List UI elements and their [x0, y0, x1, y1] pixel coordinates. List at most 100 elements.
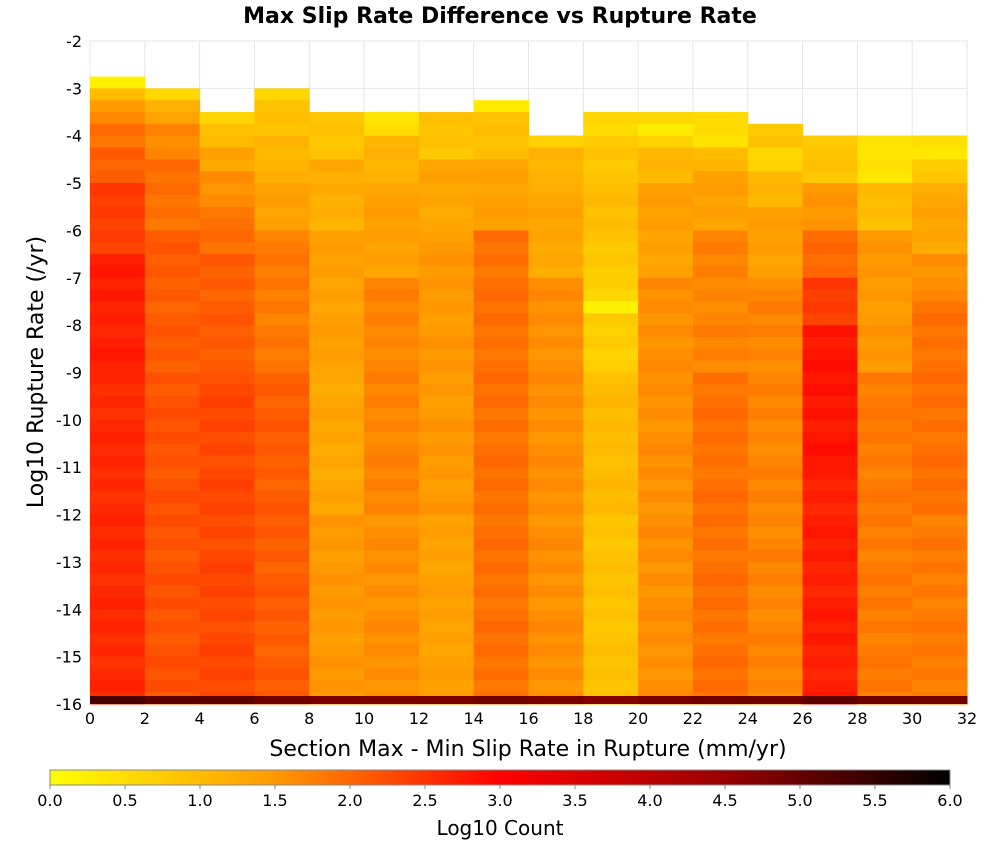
heatmap-cell — [692, 656, 749, 669]
heatmap-cell — [692, 112, 749, 125]
heatmap-cell — [802, 644, 858, 658]
heatmap-cell — [912, 467, 968, 480]
heatmap-cell — [309, 194, 365, 208]
heatmap-cell — [912, 455, 968, 468]
heatmap-cell — [638, 431, 694, 445]
heatmap-cell — [857, 455, 913, 468]
heatmap-cell — [309, 348, 365, 362]
heatmap-cell — [418, 218, 475, 231]
heatmap-cell — [747, 561, 804, 575]
heatmap-cell — [747, 159, 804, 172]
heatmap-cell — [912, 443, 968, 456]
heatmap-cell — [528, 419, 584, 433]
heatmap-cell — [912, 218, 968, 231]
heatmap-cell — [692, 194, 749, 208]
heatmap-cell — [473, 561, 529, 575]
heatmap-cell — [364, 668, 420, 681]
heatmap-cell — [912, 289, 968, 302]
heatmap-cell — [90, 183, 146, 196]
heatmap-cell — [747, 668, 804, 681]
heatmap-cell — [857, 443, 913, 456]
heatmap-cell — [583, 621, 639, 634]
heatmap-cell — [912, 384, 968, 397]
heatmap-cell — [802, 431, 858, 445]
heatmap-cell — [309, 336, 365, 350]
heatmap-cell — [638, 147, 694, 160]
heatmap-cell — [912, 431, 968, 445]
heatmap-cell — [418, 230, 475, 243]
heatmap-cell — [638, 384, 694, 397]
heatmap-cell — [144, 490, 201, 504]
heatmap-cell — [254, 242, 310, 255]
heatmap-cell — [90, 289, 146, 302]
heatmap-cell — [802, 135, 858, 149]
heatmap-cell — [309, 585, 365, 598]
heatmap-cell — [692, 265, 749, 279]
heatmap-cell — [528, 632, 584, 646]
heatmap-cell — [802, 550, 858, 563]
heatmap-cell — [747, 479, 804, 492]
heatmap-cell — [692, 183, 749, 196]
heatmap-cell — [364, 206, 420, 220]
heatmap-cell — [802, 313, 858, 326]
heatmap-cell — [802, 183, 858, 196]
heatmap-cell — [199, 561, 255, 575]
heatmap-cell — [857, 538, 913, 551]
heatmap-cell — [144, 289, 201, 302]
heatmap-cell — [747, 265, 804, 279]
heatmap-cell — [418, 123, 475, 137]
heatmap-cell — [254, 467, 310, 480]
heatmap-cell — [144, 336, 201, 350]
heatmap-cell — [857, 632, 913, 646]
heatmap-cell — [473, 112, 529, 125]
heatmap-cell — [473, 479, 529, 492]
heatmap-cell — [199, 218, 255, 231]
heatmap-cell — [857, 467, 913, 480]
y-tick-label: -13 — [56, 553, 82, 572]
heatmap-cell — [638, 313, 694, 326]
heatmap-cell — [473, 147, 529, 160]
heatmap-cell — [638, 621, 694, 634]
heatmap-cell — [912, 550, 968, 563]
heatmap-cell — [473, 171, 529, 184]
heatmap-cell — [144, 467, 201, 480]
heatmap-cell — [802, 479, 858, 492]
heatmap-cell — [692, 218, 749, 231]
heatmap-cell — [747, 242, 804, 255]
heatmap-cell — [364, 265, 420, 279]
heatmap-cell — [857, 289, 913, 302]
heatmap-cell — [912, 396, 968, 409]
heatmap-cell — [144, 313, 201, 326]
heatmap-cell — [418, 336, 475, 350]
x-tick-label: 24 — [738, 709, 758, 728]
heatmap-cell-bottom — [857, 696, 913, 704]
heatmap-cell — [90, 230, 146, 243]
heatmap-cell — [364, 112, 420, 125]
heatmap-cell — [583, 585, 639, 598]
heatmap-cell — [90, 573, 146, 587]
heatmap-cell — [144, 372, 201, 385]
heatmap-cell — [473, 100, 529, 113]
heatmap-cell — [638, 194, 694, 208]
heatmap-cell — [254, 206, 310, 220]
heatmap-cell — [90, 585, 146, 598]
colorbar-tick-label: 5.5 — [862, 791, 887, 810]
heatmap-cell — [364, 644, 420, 658]
heatmap-cell — [583, 431, 639, 445]
heatmap-cell — [747, 656, 804, 669]
y-axis-label: Log10 Rupture Rate (/yr) — [24, 236, 49, 508]
heatmap-cell — [199, 289, 255, 302]
heatmap-cell — [473, 621, 529, 634]
heatmap-cell — [692, 396, 749, 409]
heatmap-cell — [583, 490, 639, 504]
heatmap-cell — [144, 680, 201, 693]
heatmap-cell — [418, 289, 475, 302]
heatmap-cell — [199, 443, 255, 456]
heatmap-cell — [309, 680, 365, 693]
heatmap-cell — [638, 206, 694, 220]
heatmap-cell — [254, 668, 310, 681]
heatmap-cell — [802, 147, 858, 160]
heatmap-cell — [638, 455, 694, 468]
heatmap-cell — [144, 112, 201, 125]
heatmap-cell — [473, 218, 529, 231]
